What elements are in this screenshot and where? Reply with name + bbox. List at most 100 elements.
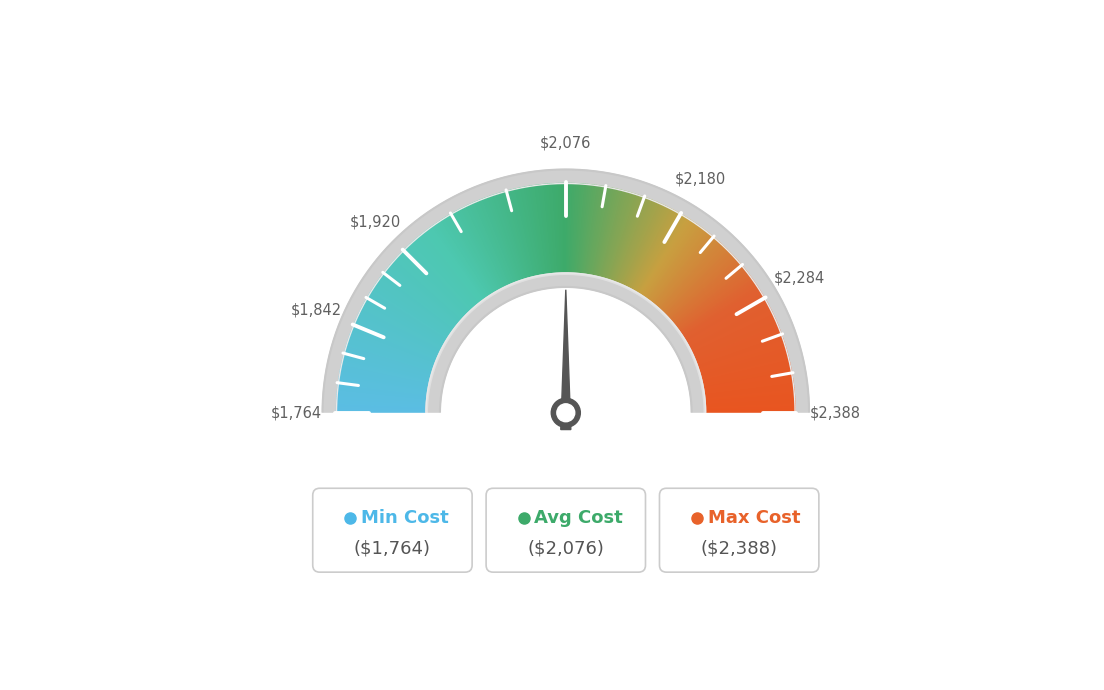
Polygon shape: [337, 406, 426, 409]
Polygon shape: [339, 380, 427, 394]
Polygon shape: [688, 301, 767, 346]
Polygon shape: [337, 398, 426, 405]
Polygon shape: [396, 257, 464, 319]
Polygon shape: [646, 224, 698, 298]
Polygon shape: [634, 213, 679, 291]
Polygon shape: [682, 287, 758, 337]
Polygon shape: [683, 288, 760, 338]
Polygon shape: [677, 273, 749, 328]
Polygon shape: [574, 184, 582, 273]
Polygon shape: [521, 188, 540, 275]
Bar: [202, 413, 930, 614]
Polygon shape: [693, 318, 775, 356]
Polygon shape: [346, 347, 432, 374]
Polygon shape: [420, 235, 478, 305]
Polygon shape: [528, 186, 544, 275]
Polygon shape: [611, 195, 640, 281]
Polygon shape: [548, 184, 556, 273]
Polygon shape: [618, 200, 654, 284]
Polygon shape: [468, 204, 507, 286]
Polygon shape: [670, 259, 737, 320]
Polygon shape: [698, 335, 782, 366]
Polygon shape: [584, 186, 598, 275]
Polygon shape: [337, 404, 426, 408]
Polygon shape: [426, 229, 481, 302]
Polygon shape: [458, 209, 501, 289]
Polygon shape: [495, 194, 523, 279]
Polygon shape: [506, 191, 530, 278]
Polygon shape: [351, 332, 435, 364]
Polygon shape: [337, 395, 426, 403]
Polygon shape: [619, 201, 655, 284]
Polygon shape: [551, 184, 559, 273]
Polygon shape: [599, 190, 623, 277]
Polygon shape: [533, 186, 548, 275]
Polygon shape: [481, 199, 516, 283]
Polygon shape: [477, 201, 512, 284]
Polygon shape: [705, 398, 795, 405]
Polygon shape: [425, 230, 481, 302]
Polygon shape: [703, 373, 792, 390]
Polygon shape: [665, 250, 730, 315]
Polygon shape: [705, 395, 795, 403]
Polygon shape: [467, 206, 507, 287]
Polygon shape: [617, 199, 651, 283]
Polygon shape: [484, 198, 517, 282]
Polygon shape: [411, 243, 471, 310]
Polygon shape: [633, 211, 677, 290]
Polygon shape: [577, 184, 587, 273]
Polygon shape: [480, 199, 514, 283]
Polygon shape: [512, 189, 534, 277]
Polygon shape: [364, 301, 444, 346]
Polygon shape: [688, 302, 767, 346]
Polygon shape: [400, 253, 466, 316]
Polygon shape: [382, 274, 455, 329]
Polygon shape: [693, 317, 775, 355]
Polygon shape: [694, 324, 777, 359]
Polygon shape: [352, 328, 436, 362]
Polygon shape: [705, 411, 795, 413]
Polygon shape: [684, 293, 762, 341]
Polygon shape: [337, 402, 426, 407]
Polygon shape: [532, 186, 546, 275]
Polygon shape: [535, 186, 549, 274]
Text: Max Cost: Max Cost: [708, 509, 800, 526]
Polygon shape: [631, 210, 675, 290]
Polygon shape: [342, 359, 429, 381]
Polygon shape: [622, 202, 658, 285]
Polygon shape: [408, 244, 471, 310]
Polygon shape: [704, 386, 794, 397]
Polygon shape: [703, 370, 792, 388]
Text: Min Cost: Min Cost: [361, 509, 449, 526]
Polygon shape: [703, 368, 792, 386]
Polygon shape: [641, 220, 692, 296]
Polygon shape: [638, 217, 686, 293]
FancyBboxPatch shape: [312, 489, 473, 572]
Polygon shape: [514, 189, 535, 277]
Polygon shape: [625, 206, 665, 287]
Polygon shape: [612, 196, 641, 281]
Polygon shape: [404, 249, 468, 314]
Polygon shape: [705, 404, 795, 408]
Polygon shape: [593, 188, 613, 276]
Polygon shape: [649, 228, 703, 301]
Polygon shape: [438, 221, 489, 297]
Text: $2,180: $2,180: [676, 172, 726, 186]
Polygon shape: [341, 364, 429, 384]
Polygon shape: [680, 281, 754, 333]
Polygon shape: [696, 325, 778, 360]
Polygon shape: [527, 186, 543, 275]
Polygon shape: [658, 239, 718, 308]
Polygon shape: [645, 223, 697, 298]
Polygon shape: [337, 409, 426, 412]
Polygon shape: [362, 306, 443, 348]
Polygon shape: [630, 209, 673, 289]
Polygon shape: [644, 222, 694, 297]
Polygon shape: [347, 344, 433, 372]
Polygon shape: [694, 322, 777, 358]
Polygon shape: [655, 236, 713, 306]
Polygon shape: [414, 239, 474, 308]
Text: $1,842: $1,842: [291, 302, 342, 317]
Polygon shape: [500, 193, 527, 279]
Polygon shape: [570, 184, 575, 273]
